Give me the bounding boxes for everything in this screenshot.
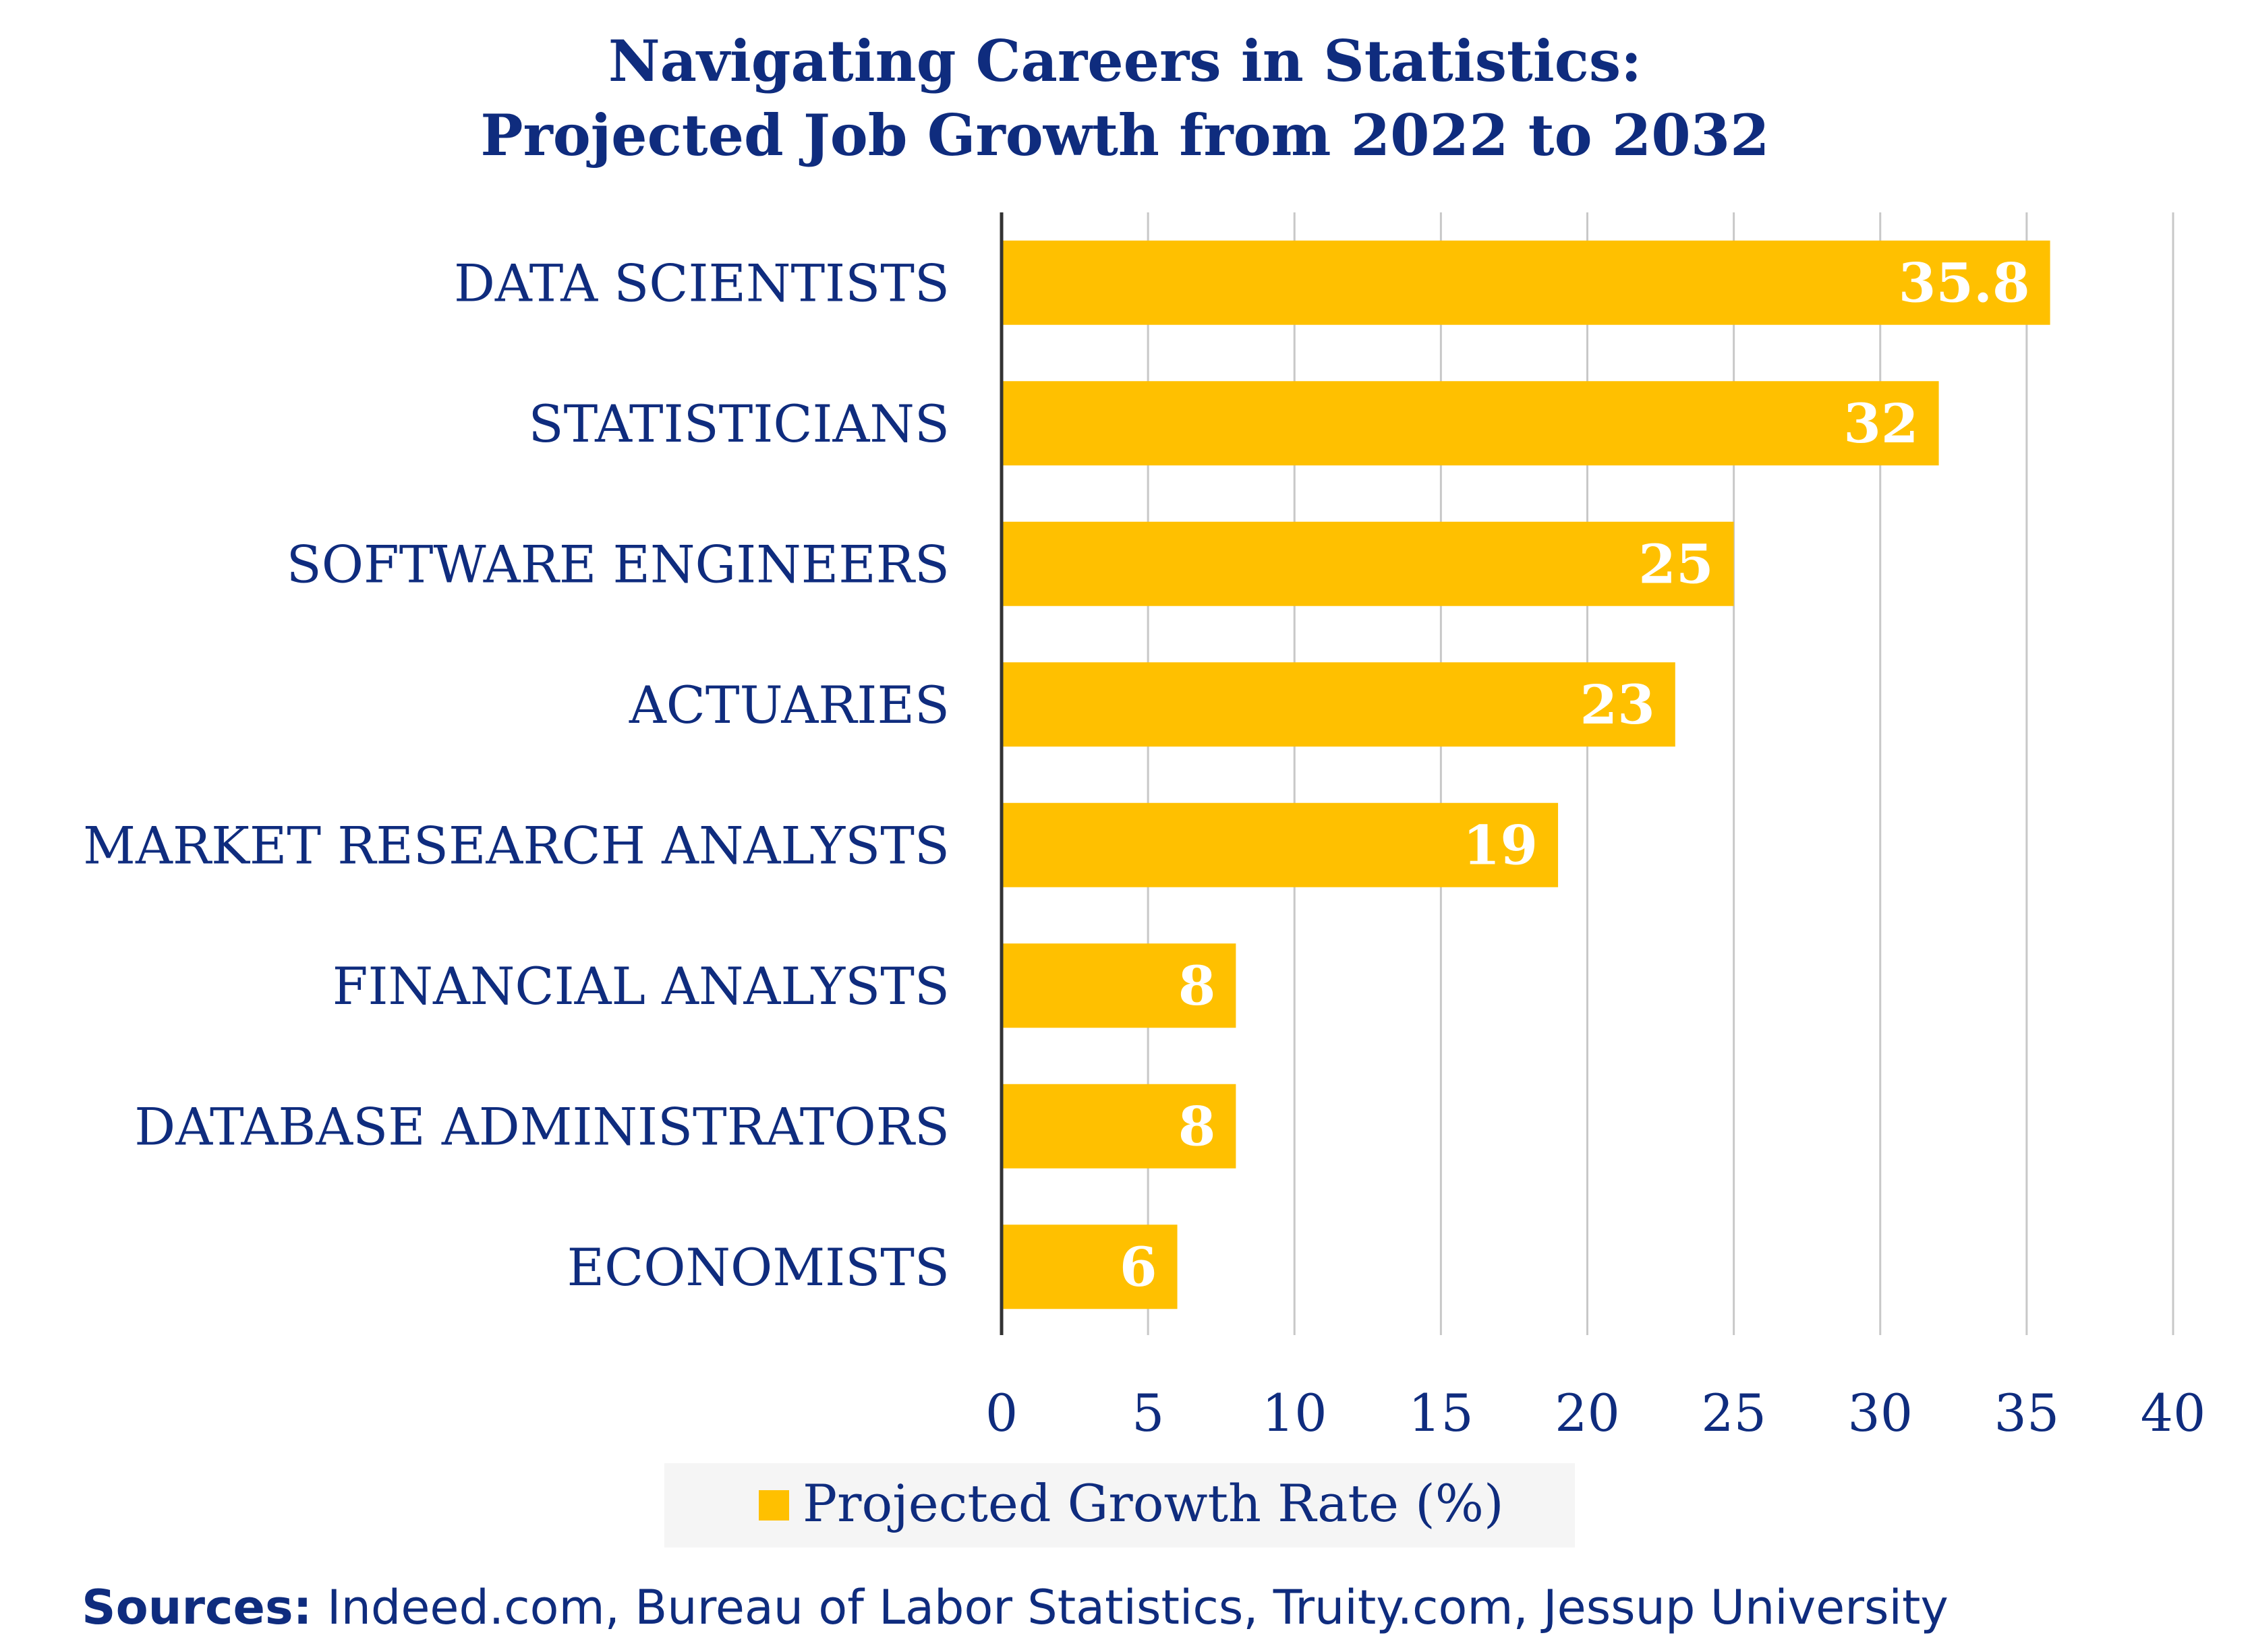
bar <box>1002 662 1675 747</box>
chart-title-line-2: Projected Job Growth from 2022 to 2032 <box>480 102 1769 169</box>
bar-value-label: 19 <box>1463 813 1538 877</box>
sources-label: Sources: <box>82 1580 312 1635</box>
bar-layer: 35.8 32 25 23 19 8 8 6 <box>1002 240 2050 1309</box>
category-label-layer: DATA SCIENTISTS STATISTICIANS SOFTWARE ENG… <box>83 253 950 1297</box>
x-tick-label: 40 <box>2141 1383 2206 1443</box>
x-tick-layer: 0 5 10 15 20 25 30 35 40 <box>985 1383 2206 1443</box>
category-label: ECONOMISTS <box>567 1237 950 1297</box>
category-label: MARKET RESEARCH ANALYSTS <box>83 815 950 875</box>
bar-value-label: 8 <box>1178 954 1216 1017</box>
chart-title-line-1: Navigating Careers in Statistics: <box>608 28 1642 94</box>
legend-swatch <box>759 1490 789 1521</box>
bar-value-label: 6 <box>1120 1235 1157 1299</box>
x-tick-label: 15 <box>1408 1383 1474 1443</box>
x-tick-label: 25 <box>1701 1383 1766 1443</box>
x-tick-label: 10 <box>1262 1383 1327 1443</box>
category-label: STATISTICIANS <box>529 394 950 454</box>
x-tick-label: 0 <box>985 1383 1018 1443</box>
sources-text: Indeed.com, Bureau of Labor Statistics, … <box>312 1580 1949 1635</box>
category-label: FINANCIAL ANALYSTS <box>333 956 950 1016</box>
bar <box>1002 943 1236 1028</box>
x-tick-label: 35 <box>1994 1383 2060 1443</box>
category-label: SOFTWARE ENGINEERS <box>287 534 950 594</box>
category-label: DATA SCIENTISTS <box>454 253 950 313</box>
bar <box>1002 1084 1236 1169</box>
category-label: DATABASE ADMINISTRATORS <box>134 1096 950 1156</box>
bar-value-label: 25 <box>1638 532 1713 595</box>
bar <box>1002 521 1734 606</box>
legend-label: Projected Growth Rate (%) <box>803 1473 1504 1533</box>
x-tick-label: 5 <box>1132 1383 1164 1443</box>
bar <box>1002 802 1559 887</box>
bar-value-label: 35.8 <box>1899 251 2030 314</box>
bar <box>1002 381 1939 466</box>
x-tick-label: 30 <box>1847 1383 1913 1443</box>
bar <box>1002 240 2050 325</box>
bar-value-label: 8 <box>1178 1094 1216 1158</box>
sources-footer: Sources: Indeed.com, Bureau of Labor Sta… <box>82 1580 1949 1635</box>
bar-value-label: 32 <box>1843 392 1918 455</box>
x-tick-label: 20 <box>1555 1383 1620 1443</box>
grid-layer <box>1147 212 2174 1335</box>
bar <box>1002 1225 1178 1309</box>
bar-value-label: 23 <box>1580 673 1654 736</box>
legend-background <box>664 1463 1575 1547</box>
legend: Projected Growth Rate (%) <box>664 1463 1575 1547</box>
category-label: ACTUARIES <box>629 675 950 735</box>
